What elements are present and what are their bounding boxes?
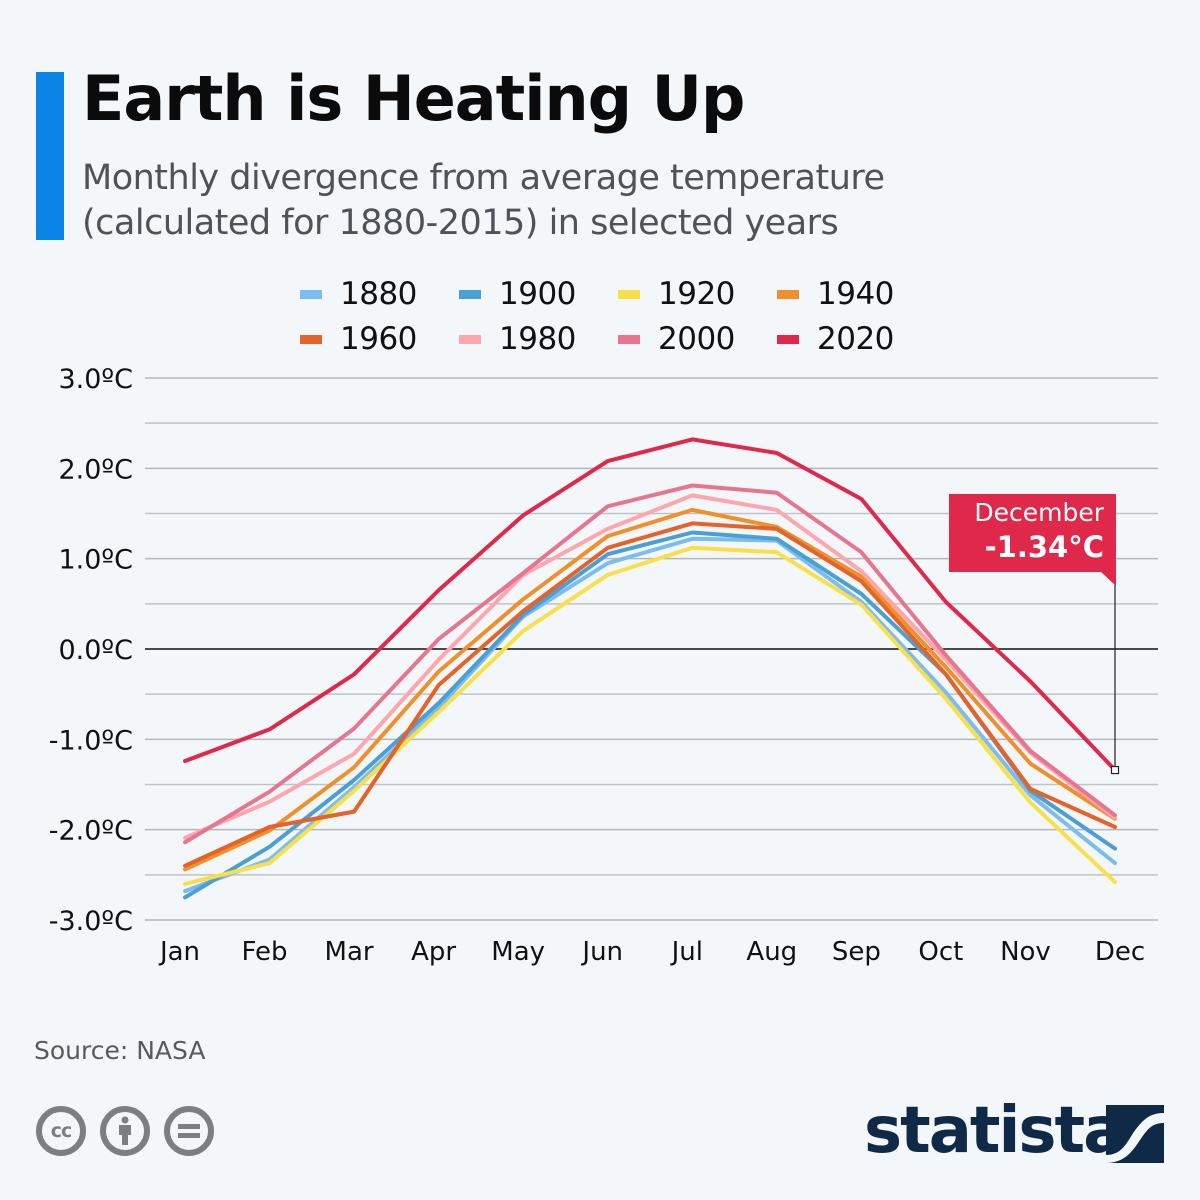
legend-item-1880[interactable]: 1880 bbox=[300, 274, 417, 314]
legend-label: 2020 bbox=[817, 321, 894, 357]
x-tick-label: Apr bbox=[411, 937, 456, 967]
line-chart: 3.0ºC 2.0ºC 1.0ºC 0.0ºC -1.0ºC -2.0ºC -3.0ºC J… bbox=[49, 364, 1158, 967]
chart-title: Earth is Heating Up bbox=[82, 62, 745, 135]
legend-swatch bbox=[300, 289, 322, 299]
cc-icon[interactable]: cc bbox=[36, 1106, 86, 1156]
y-tick-label: -2.0ºC bbox=[49, 816, 133, 847]
x-tick-label: Dec bbox=[1095, 937, 1145, 967]
x-tick-label: Jan bbox=[158, 937, 200, 967]
legend-item-1960[interactable]: 1960 bbox=[300, 319, 417, 359]
x-tick-label: May bbox=[491, 937, 545, 967]
annotation-marker bbox=[1110, 585, 1120, 775]
statista-logo-text[interactable]: statista bbox=[864, 1094, 1126, 1168]
legend-swatch bbox=[618, 334, 640, 344]
legend-swatch bbox=[459, 289, 481, 299]
series-lines bbox=[183, 437, 1117, 900]
x-tick-label: Nov bbox=[1000, 937, 1051, 967]
series-line-1960[interactable] bbox=[183, 521, 1117, 868]
y-tick-label: -1.0ºC bbox=[49, 725, 133, 756]
december-annotation-box: December -1.34°C bbox=[949, 494, 1116, 572]
x-tick-label: Jul bbox=[670, 937, 703, 967]
x-tick-label: Feb bbox=[242, 937, 288, 967]
legend-swatch bbox=[777, 334, 799, 344]
y-tick-label: 0.0ºC bbox=[58, 635, 133, 666]
legend-label: 1960 bbox=[340, 321, 417, 357]
y-tick-label: 3.0ºC bbox=[58, 364, 133, 395]
legend-label: 1980 bbox=[499, 321, 576, 357]
title-accent-bar bbox=[36, 72, 64, 240]
subtitle-line-2: (calculated for 1880-2015) in selected y… bbox=[82, 203, 839, 243]
no-derivatives-icon[interactable] bbox=[164, 1106, 214, 1156]
y-tick-label: 1.0ºC bbox=[58, 545, 133, 576]
legend-item-2000[interactable]: 2000 bbox=[618, 319, 735, 359]
x-axis-ticks: Jan Feb Mar Apr May Jun Jul Aug Sep Oct Nov Dec bbox=[158, 937, 1145, 967]
subtitle-line-1: Monthly divergence from average temperat… bbox=[82, 158, 885, 198]
source-text: Source: NASA bbox=[34, 1036, 206, 1065]
annotation-pointer bbox=[1100, 571, 1116, 586]
chart-subtitle: Monthly divergence from average temperat… bbox=[82, 156, 1082, 246]
legend-item-1940[interactable]: 1940 bbox=[777, 274, 894, 314]
series-line-2000[interactable] bbox=[183, 483, 1117, 845]
license-icons: cc bbox=[36, 1106, 214, 1156]
x-tick-label: Sep bbox=[832, 937, 881, 967]
annotation-value: -1.34°C bbox=[984, 530, 1104, 564]
legend-swatch bbox=[618, 289, 640, 299]
annotation-point bbox=[1110, 765, 1120, 775]
legend-label: 1900 bbox=[499, 276, 576, 312]
y-tick-label: 2.0ºC bbox=[58, 454, 133, 485]
statista-logo-icon[interactable] bbox=[1106, 1105, 1164, 1163]
legend-label: 2000 bbox=[658, 321, 735, 357]
legend-swatch bbox=[459, 334, 481, 344]
y-tick-label: -3.0ºC bbox=[49, 906, 133, 937]
x-tick-label: Mar bbox=[325, 937, 374, 967]
legend-swatch bbox=[300, 334, 322, 344]
legend-label: 1880 bbox=[340, 276, 417, 312]
legend-item-1900[interactable]: 1900 bbox=[459, 274, 576, 314]
series-line-1940[interactable] bbox=[183, 507, 1117, 872]
x-tick-label: Jun bbox=[580, 937, 623, 967]
legend-item-1920[interactable]: 1920 bbox=[618, 274, 735, 314]
legend-item-1980[interactable]: 1980 bbox=[459, 319, 576, 359]
annotation-month: December bbox=[974, 498, 1104, 527]
series-line-1880[interactable] bbox=[183, 536, 1117, 894]
series-line-2020[interactable] bbox=[183, 437, 1117, 772]
legend-label: 1940 bbox=[817, 276, 894, 312]
legend-label: 1920 bbox=[658, 276, 735, 312]
x-tick-label: Oct bbox=[918, 937, 963, 967]
legend-item-2020[interactable]: 2020 bbox=[777, 319, 894, 359]
attribution-icon[interactable] bbox=[100, 1106, 150, 1156]
y-axis-ticks: 3.0ºC 2.0ºC 1.0ºC 0.0ºC -1.0ºC -2.0ºC -3.0ºC bbox=[49, 364, 133, 937]
series-line-1980[interactable] bbox=[183, 493, 1117, 840]
x-tick-label: Aug bbox=[746, 937, 797, 967]
legend-swatch bbox=[777, 289, 799, 299]
series-line-1920[interactable] bbox=[183, 545, 1117, 886]
